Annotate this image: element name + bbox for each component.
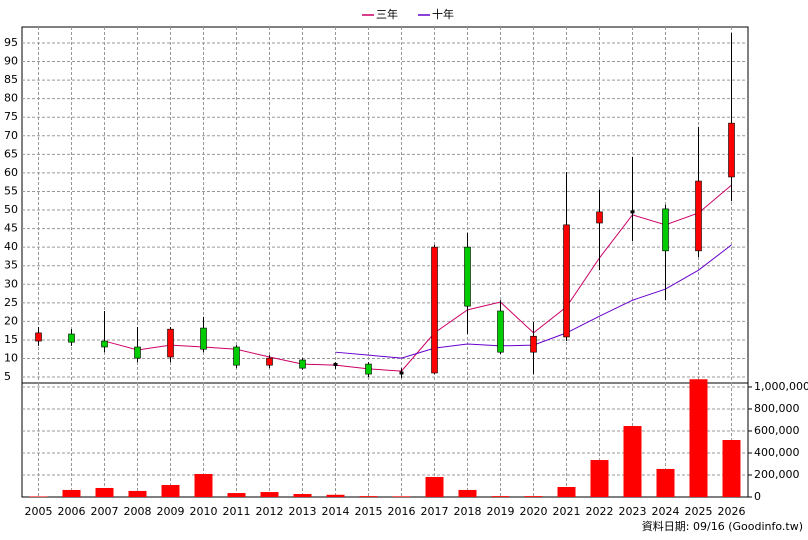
candle-body — [695, 180, 702, 252]
candle-body — [68, 333, 75, 343]
volume-bar — [293, 494, 312, 497]
volume-bar — [689, 379, 708, 497]
volume-bar — [392, 496, 411, 497]
y-tick-label: 25 — [4, 296, 18, 309]
y-tick-label: 20 — [4, 314, 18, 327]
y-tick-label: 30 — [4, 277, 18, 290]
candle-body — [233, 346, 240, 366]
y-tick-label: 95 — [4, 36, 18, 49]
y-tick-label: 75 — [4, 110, 18, 123]
volume-bar — [458, 489, 477, 497]
y-tick-label: 85 — [4, 73, 18, 86]
candle-body — [299, 359, 306, 369]
x-tick-label: 2015 — [355, 505, 383, 518]
y-tick-label: 10 — [4, 351, 18, 364]
candle-body — [563, 224, 570, 338]
volume-bar — [524, 496, 543, 497]
y-tick-label: 65 — [4, 147, 18, 160]
candle-body — [200, 327, 207, 350]
y-tick-label: 60 — [4, 166, 18, 179]
x-tick-label: 2020 — [520, 505, 548, 518]
volume-panel — [21, 382, 749, 498]
x-tick-label: 2016 — [388, 505, 416, 518]
y-tick-label: 50 — [4, 203, 18, 216]
volume-bar — [326, 494, 345, 497]
candle-body — [464, 246, 471, 307]
x-tick-label: 2022 — [586, 505, 614, 518]
candle-body — [333, 362, 338, 366]
x-tick-label: 2011 — [223, 505, 251, 518]
candle-body — [101, 340, 108, 348]
candle-body — [530, 335, 537, 353]
candle-body — [662, 208, 669, 252]
x-tick-label: 2005 — [25, 505, 53, 518]
candle-body — [167, 328, 174, 358]
volume-bar — [29, 496, 48, 497]
x-tick-label: 2019 — [487, 505, 515, 518]
x-tick-label: 2013 — [289, 505, 317, 518]
y-tick-label: 90 — [4, 55, 18, 68]
volume-bar — [128, 490, 147, 497]
volume-bar — [194, 474, 213, 497]
x-tick-label: 2026 — [718, 505, 746, 518]
y2-tick-label: 400,000 — [754, 446, 800, 459]
legend-label: 十年 — [432, 7, 454, 21]
volume-bar — [161, 485, 180, 497]
candle-body — [35, 332, 42, 342]
x-tick-label: 2018 — [454, 505, 482, 518]
volume-bar — [359, 496, 378, 497]
volume-bar — [491, 496, 510, 497]
volume-bar — [260, 492, 279, 497]
x-tick-label: 2021 — [553, 505, 581, 518]
x-tick-label: 2008 — [124, 505, 152, 518]
x-tick-label: 2009 — [157, 505, 185, 518]
y2-tick-label: 200,000 — [754, 468, 800, 481]
candle-body — [266, 357, 273, 366]
x-tick-label: 2006 — [58, 505, 86, 518]
x-tick-label: 2007 — [91, 505, 119, 518]
footer: 資料日期: 09/16 (Goodinfo.tw) — [642, 519, 803, 533]
candle-body — [365, 363, 372, 375]
x-tick-label: 2023 — [619, 505, 647, 518]
candle-body — [431, 246, 438, 374]
volume-bar — [425, 476, 444, 497]
candle-body — [630, 210, 635, 214]
x-tick-label: 2010 — [190, 505, 218, 518]
y2-tick-label: 600,000 — [754, 424, 800, 437]
ma-line — [104, 184, 732, 372]
x-tick-label: 2012 — [256, 505, 284, 518]
candle-body — [596, 211, 603, 224]
volume-bar — [623, 426, 642, 497]
y2-tick-label: 800,000 — [754, 402, 800, 415]
y-tick-label: 70 — [4, 129, 18, 142]
volume-bar — [590, 460, 609, 497]
x-tick-label: 2017 — [421, 505, 449, 518]
y-tick-label: 35 — [4, 259, 18, 272]
volume-bar — [722, 440, 741, 497]
y-tick-label: 55 — [4, 184, 18, 197]
y-tick-label: 5 — [4, 370, 11, 383]
volume-bar — [227, 493, 246, 497]
candle-body — [497, 310, 504, 353]
volume-bar — [557, 486, 576, 497]
x-tick-label: 2025 — [685, 505, 713, 518]
y-tick-label: 80 — [4, 92, 18, 105]
x-tick-label: 2024 — [652, 505, 680, 518]
legend-label: 三年 — [376, 7, 398, 21]
y2-tick-label: 0 — [754, 490, 761, 503]
volume-bar — [62, 489, 81, 497]
y-tick-label: 15 — [4, 333, 18, 346]
x-tick-label: 2014 — [322, 505, 350, 518]
candle-body — [399, 371, 404, 375]
candle-body — [728, 122, 735, 178]
y2-tick-label: 1,000,000 — [754, 380, 808, 393]
volume-bar — [95, 487, 114, 497]
y-tick-label: 45 — [4, 222, 18, 235]
volume-bar — [656, 468, 675, 497]
y-tick-label: 40 — [4, 240, 18, 253]
candle-body — [134, 346, 141, 359]
